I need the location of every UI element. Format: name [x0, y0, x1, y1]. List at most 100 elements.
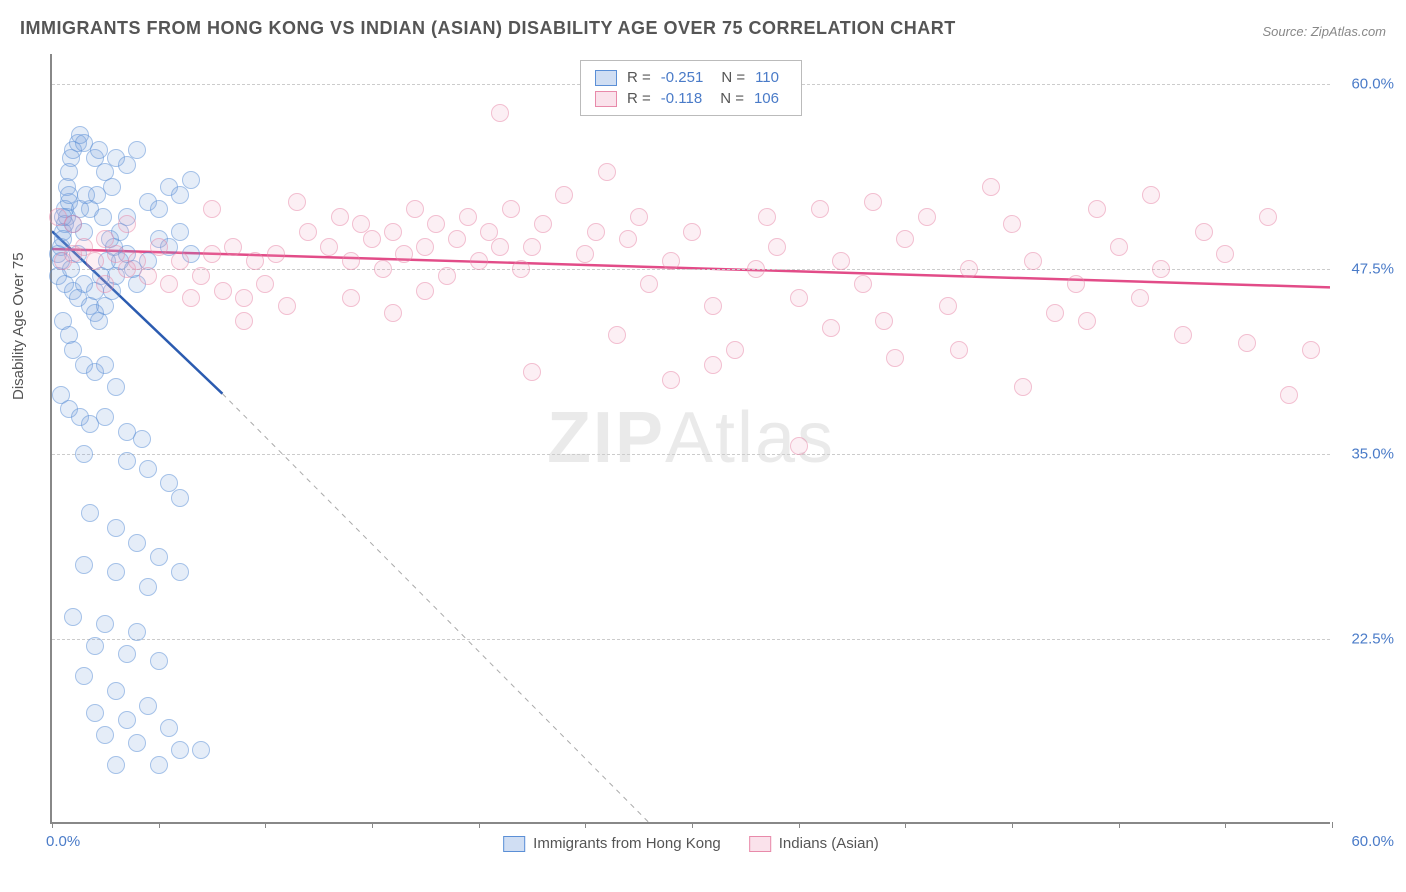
scatter-point	[256, 275, 274, 293]
series-legend: Immigrants from Hong Kong Indians (Asian)	[503, 835, 879, 852]
scatter-point	[374, 260, 392, 278]
scatter-point	[406, 200, 424, 218]
scatter-point	[1280, 386, 1298, 404]
scatter-point	[395, 245, 413, 263]
scatter-point	[96, 615, 114, 633]
scatter-point	[459, 208, 477, 226]
x-tick	[52, 822, 53, 828]
scatter-point	[192, 741, 210, 759]
y-tick-label: 60.0%	[1351, 75, 1394, 92]
legend-n-value: 110	[755, 69, 779, 86]
scatter-point	[235, 312, 253, 330]
x-tick	[479, 822, 480, 828]
scatter-point	[118, 215, 136, 233]
scatter-point	[118, 452, 136, 470]
scatter-point	[1088, 200, 1106, 218]
scatter-point	[96, 356, 114, 374]
scatter-point	[139, 267, 157, 285]
scatter-point	[90, 141, 108, 159]
legend-swatch	[749, 836, 771, 852]
legend-n-value: 106	[754, 90, 779, 107]
scatter-point	[203, 245, 221, 263]
legend-n-label: N =	[720, 90, 744, 107]
scatter-point	[96, 408, 114, 426]
scatter-point	[939, 297, 957, 315]
scatter-point	[86, 252, 104, 270]
correlation-legend: R =-0.251N =110R =-0.118N =106	[580, 60, 802, 116]
legend-row: R =-0.118N =106	[595, 88, 787, 109]
scatter-point	[576, 245, 594, 263]
scatter-point	[160, 275, 178, 293]
scatter-point	[470, 252, 488, 270]
scatter-point	[171, 223, 189, 241]
y-tick-label: 47.5%	[1351, 260, 1394, 277]
x-tick	[1225, 822, 1226, 828]
scatter-point	[133, 430, 151, 448]
x-tick	[1119, 822, 1120, 828]
scatter-point	[758, 208, 776, 226]
scatter-point	[960, 260, 978, 278]
scatter-point	[1003, 215, 1021, 233]
scatter-point	[171, 489, 189, 507]
scatter-point	[75, 667, 93, 685]
scatter-point	[224, 238, 242, 256]
x-tick	[1332, 822, 1333, 828]
scatter-point	[384, 223, 402, 241]
scatter-point	[86, 704, 104, 722]
legend-swatch	[595, 70, 617, 86]
scatter-point	[86, 637, 104, 655]
gridline-h	[52, 269, 1330, 270]
x-tick	[692, 822, 693, 828]
scatter-point	[214, 282, 232, 300]
scatter-point	[331, 208, 349, 226]
scatter-point	[448, 230, 466, 248]
scatter-point	[77, 186, 95, 204]
scatter-point	[864, 193, 882, 211]
scatter-point	[150, 200, 168, 218]
scatter-point	[491, 238, 509, 256]
scatter-point	[416, 282, 434, 300]
legend-item-label: Indians (Asian)	[779, 835, 879, 852]
scatter-point	[94, 208, 112, 226]
scatter-point	[555, 186, 573, 204]
scatter-point	[683, 223, 701, 241]
scatter-point	[64, 215, 82, 233]
legend-swatch	[595, 91, 617, 107]
x-axis-max-label: 60.0%	[1351, 833, 1394, 850]
scatter-point	[1131, 289, 1149, 307]
scatter-point	[1046, 304, 1064, 322]
scatter-point	[1078, 312, 1096, 330]
scatter-point	[587, 223, 605, 241]
gridline-h	[52, 454, 1330, 455]
scatter-point	[278, 297, 296, 315]
x-tick	[585, 822, 586, 828]
scatter-point	[608, 326, 626, 344]
trend-lines-svg	[52, 54, 1330, 822]
watermark-strong: ZIP	[547, 398, 665, 478]
legend-r-label: R =	[627, 69, 651, 86]
x-tick	[1012, 822, 1013, 828]
watermark-text: ZIPAtlas	[547, 397, 835, 479]
scatter-point	[534, 215, 552, 233]
scatter-point	[81, 504, 99, 522]
y-axis-label: Disability Age Over 75	[10, 252, 27, 400]
x-tick	[372, 822, 373, 828]
scatter-point	[1014, 378, 1032, 396]
trend-line-extrapolation	[222, 394, 648, 822]
scatter-point	[640, 275, 658, 293]
x-tick	[799, 822, 800, 828]
scatter-point	[918, 208, 936, 226]
scatter-point	[832, 252, 850, 270]
scatter-point	[502, 200, 520, 218]
y-tick-label: 22.5%	[1351, 630, 1394, 647]
scatter-point	[320, 238, 338, 256]
scatter-point	[107, 682, 125, 700]
scatter-point	[150, 548, 168, 566]
scatter-point	[246, 252, 264, 270]
scatter-point	[182, 171, 200, 189]
scatter-point	[128, 141, 146, 159]
legend-item-label: Immigrants from Hong Kong	[533, 835, 721, 852]
x-axis-origin-label: 0.0%	[46, 833, 80, 850]
scatter-point	[75, 556, 93, 574]
legend-row: R =-0.251N =110	[595, 67, 787, 88]
